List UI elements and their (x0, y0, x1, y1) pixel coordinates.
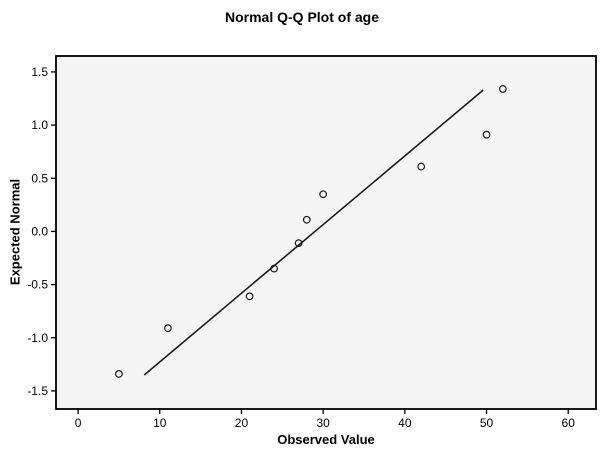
data-point-marker (245, 292, 254, 301)
x-tick-label: 30 (316, 416, 330, 430)
data-point-marker (319, 190, 328, 199)
data-point-marker (417, 162, 426, 171)
normal-fit-line (143, 89, 484, 376)
data-point-marker (498, 85, 507, 93)
y-tick-label: -0.5 (27, 278, 48, 292)
data-point-marker (294, 239, 303, 248)
plot-frame (55, 55, 597, 410)
x-tick-label: 0 (75, 416, 82, 430)
y-tick-label: 1.0 (31, 118, 48, 132)
data-point-marker (270, 264, 279, 273)
y-tick-label: 1.5 (31, 65, 48, 79)
x-tick-label: 20 (235, 416, 249, 430)
data-point-marker (482, 130, 491, 139)
y-tick-label: 0.5 (31, 171, 48, 185)
x-axis-title: Observed Value (277, 432, 375, 447)
y-axis-title: Expected Normal (7, 178, 23, 286)
y-tick-label: -1.5 (27, 384, 48, 398)
x-tick-label: 40 (398, 416, 412, 430)
data-point-marker (115, 370, 123, 378)
data-point-marker (302, 215, 311, 224)
x-tick-label: 60 (562, 416, 576, 430)
y-tick-label: -1.0 (27, 331, 48, 345)
x-tick-label: 50 (480, 416, 494, 430)
x-tick-label: 10 (153, 416, 167, 430)
data-point-marker (164, 324, 172, 333)
y-tick-label: 0.0 (31, 224, 48, 238)
chart-title: Normal Q-Q Plot of age (224, 9, 379, 25)
